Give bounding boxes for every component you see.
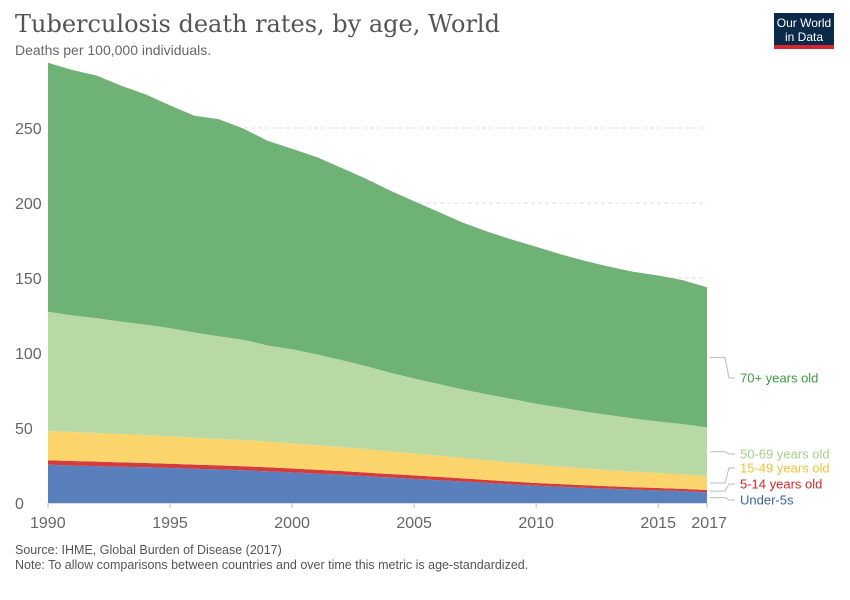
legend-leader-15-49-years-old — [710, 467, 735, 484]
area-50-69-years-old[interactable] — [48, 311, 707, 476]
legend-leader-under-5s — [710, 497, 735, 501]
legend-leader-5-14-years-old — [710, 483, 735, 492]
y-tick-label: 150 — [15, 271, 42, 288]
x-tick-label: 2010 — [518, 515, 554, 532]
legend-leader-50-69-years-old — [710, 451, 735, 455]
x-tick-label: 2005 — [396, 515, 432, 532]
area-15-49-years-old[interactable] — [48, 431, 707, 490]
x-tick-label: 2017 — [691, 515, 727, 532]
x-tick-label: 2000 — [274, 515, 310, 532]
y-tick-label: 0 — [15, 496, 24, 513]
logo-line-1: Our World — [776, 16, 832, 30]
x-tick-label: 1995 — [152, 515, 188, 532]
legend-label-5-14-years-old[interactable]: 5-14 years old — [740, 477, 822, 492]
chart-title: Tuberculosis death rates, by age, World — [15, 10, 500, 38]
area-5-14-years-old[interactable] — [48, 460, 707, 493]
x-tick-label: 1990 — [30, 515, 66, 532]
legend-label-70-years-old[interactable]: 70+ years old — [740, 371, 818, 386]
y-tick-label: 100 — [15, 346, 42, 363]
source-note: Source: IHME, Global Burden of Disease (… — [15, 543, 282, 557]
legend-label-under-5s[interactable]: Under-5s — [740, 493, 794, 508]
y-tick-label: 250 — [15, 121, 42, 138]
y-tick-label: 200 — [15, 196, 42, 213]
owid-logo[interactable]: Our World in Data — [774, 13, 834, 49]
methodology-note: Note: To allow comparisons between count… — [15, 558, 529, 572]
legend-label-15-49-years-old[interactable]: 15-49 years old — [740, 461, 830, 476]
area-under-5s[interactable] — [48, 464, 707, 503]
area-70-years-old[interactable] — [48, 62, 707, 428]
chart-subtitle: Deaths per 100,000 individuals. — [15, 42, 212, 58]
logo-line-2: in Data — [784, 30, 824, 44]
legend-leader-70-years-old — [710, 356, 735, 379]
legend-label-50-69-years-old[interactable]: 50-69 years old — [740, 447, 830, 462]
y-tick-label: 50 — [15, 421, 33, 438]
x-tick-label: 2015 — [640, 515, 676, 532]
